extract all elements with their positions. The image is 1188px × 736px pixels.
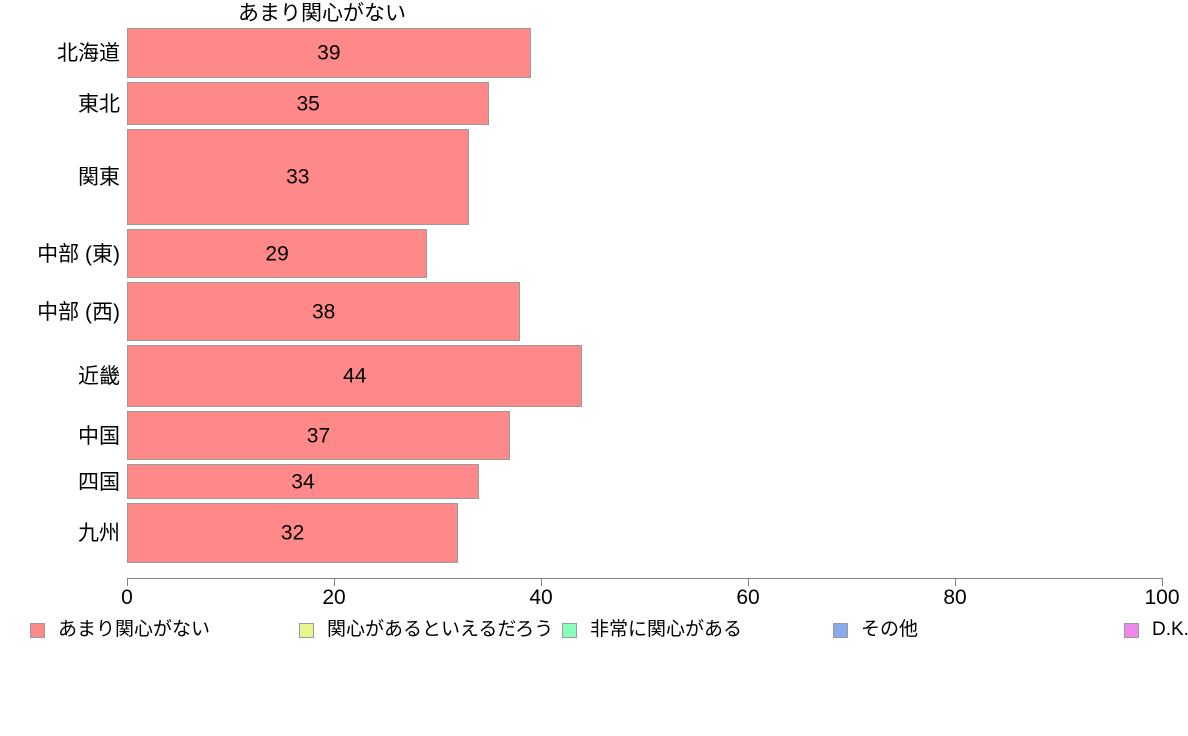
- bar[interactable]: 32: [127, 503, 459, 563]
- bar[interactable]: 29: [127, 229, 428, 278]
- bar-value-label: 39: [317, 41, 341, 65]
- legend-item[interactable]: D.K.: [1124, 620, 1188, 640]
- category-label: 関東: [78, 166, 120, 189]
- legend-label: D.K.: [1152, 619, 1188, 640]
- bar[interactable]: 38: [127, 282, 521, 341]
- legend-item[interactable]: その他: [833, 620, 918, 640]
- x-axis-line: [127, 578, 1162, 579]
- x-axis-tick: [541, 578, 542, 586]
- legend-item[interactable]: 関心があるといえるだろう: [299, 620, 553, 640]
- bar-value-label: 34: [291, 470, 315, 493]
- category-label: 東北: [78, 92, 120, 116]
- bar-value-label: 38: [311, 300, 336, 323]
- x-axis-tick: [955, 578, 956, 586]
- bar[interactable]: 35: [127, 82, 490, 125]
- x-axis-tick: [748, 578, 749, 586]
- bar-row: 東北 35: [0, 82, 1188, 125]
- category-label: 近畿: [78, 365, 120, 388]
- bar-value-label: 29: [265, 242, 289, 265]
- chart-title: あまり関心がない: [238, 2, 406, 25]
- legend-item[interactable]: あまり関心がない: [30, 620, 210, 640]
- bar-row: 中部 (西) 38: [0, 282, 1188, 341]
- legend-swatch-icon: [299, 622, 314, 638]
- bar-row: 中部 (東) 29: [0, 229, 1188, 278]
- bar-value-label: 33: [286, 165, 310, 189]
- x-axis-tick-label: 100: [1144, 586, 1180, 609]
- x-axis-tick-label: 80: [943, 586, 967, 609]
- legend-label: その他: [861, 619, 919, 640]
- bar-row: 四国 34: [0, 464, 1188, 499]
- category-label: 九州: [78, 522, 120, 545]
- chart-legend: あまり関心がない 関心があるといえるだろう 非常に関心がある その他 D.K.: [0, 620, 1188, 646]
- x-axis-tick-label: 40: [529, 586, 553, 609]
- x-axis-tick: [127, 578, 128, 586]
- x-axis-tick-label: 0: [121, 586, 133, 609]
- bar-value-label: 37: [306, 424, 331, 447]
- category-label: 四国: [78, 470, 120, 494]
- bar-row: 北海道 39: [0, 28, 1188, 78]
- legend-item[interactable]: 非常に関心がある: [562, 620, 742, 640]
- bar-row: 九州 32: [0, 503, 1188, 563]
- legend-swatch-icon: [1124, 622, 1139, 638]
- legend-label: あまり関心がない: [58, 619, 211, 640]
- bar-row: 近畿 44: [0, 345, 1188, 407]
- bar-row: 関東 33: [0, 129, 1188, 225]
- bar-value-label: 35: [296, 92, 320, 115]
- legend-label: 関心があるといえるだろう: [327, 619, 554, 640]
- legend-swatch-icon: [30, 622, 45, 638]
- bar[interactable]: 44: [127, 345, 583, 407]
- bar[interactable]: 34: [127, 464, 479, 499]
- legend-label: 非常に関心がある: [590, 619, 743, 640]
- category-label: 中部 (東): [37, 242, 120, 266]
- bar-row: 中国 37: [0, 411, 1188, 460]
- bar[interactable]: 37: [127, 411, 510, 460]
- x-axis-tick-label: 20: [322, 586, 346, 609]
- bar-value-label: 44: [343, 364, 367, 388]
- category-label: 北海道: [57, 42, 120, 65]
- legend-swatch-icon: [562, 622, 577, 638]
- bar[interactable]: 33: [127, 129, 469, 225]
- category-label: 中国: [78, 424, 120, 448]
- category-label: 中部 (西): [37, 300, 120, 324]
- bar[interactable]: 39: [127, 28, 531, 78]
- bar-value-label: 32: [280, 521, 305, 545]
- x-axis-tick-label: 60: [736, 586, 760, 609]
- legend-swatch-icon: [833, 622, 848, 638]
- plot-area: 北海道 39 東北 35 関東 33 中部 (東) 29 中部 (西) 38 近畿 44 中国 37 四国 3…: [0, 24, 1188, 569]
- x-axis-tick: [334, 578, 335, 586]
- x-axis-tick: [1162, 578, 1163, 586]
